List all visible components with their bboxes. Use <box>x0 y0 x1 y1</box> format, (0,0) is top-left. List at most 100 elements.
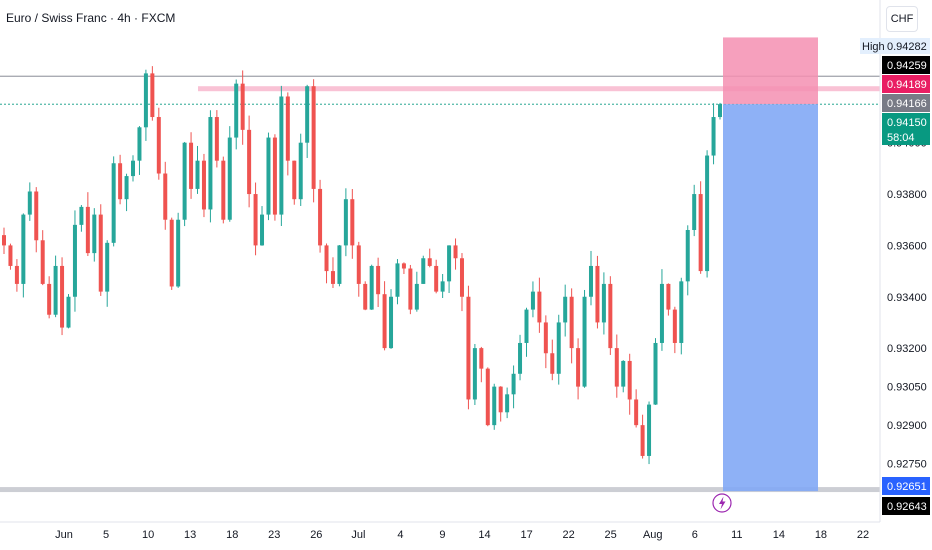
x-tick-label: 26 <box>310 529 322 541</box>
candle-body <box>279 96 284 215</box>
x-tick-label: 10 <box>142 529 154 541</box>
price-axis[interactable]: 0.940000.938000.936000.934000.932000.930… <box>887 138 927 471</box>
candle-body <box>511 373 516 395</box>
candle-body <box>666 283 671 310</box>
candle-body <box>234 83 239 138</box>
candle-body <box>214 117 219 161</box>
candle-body <box>150 73 155 118</box>
candle-body <box>2 235 6 246</box>
x-tick-label: 5 <box>103 529 109 541</box>
currency-button[interactable]: CHF <box>886 6 918 32</box>
candle-body <box>163 173 168 220</box>
high-label: High <box>862 41 885 53</box>
y-tick-label: 0.92900 <box>887 420 927 432</box>
candle-body <box>718 104 722 118</box>
candle-body <box>550 353 555 374</box>
short-position-tool[interactable] <box>723 37 818 492</box>
candle-body <box>363 283 368 310</box>
candle-body <box>595 265 600 323</box>
candle-body <box>350 199 355 246</box>
candle-body <box>156 117 161 174</box>
candle-body <box>601 283 606 323</box>
candle-body <box>376 265 381 295</box>
candle-body <box>189 142 194 189</box>
candle-body <box>40 240 45 284</box>
x-tick-label: 9 <box>439 529 445 541</box>
tag-blue-value: 0.92651 <box>887 481 927 493</box>
candle-body <box>421 258 426 284</box>
candle-body <box>653 342 658 405</box>
candle-body <box>92 214 97 254</box>
countdown-timer: 58:04 <box>887 132 915 144</box>
candle-body <box>105 242 110 292</box>
candle-body <box>472 348 477 400</box>
stop-loss-zone[interactable] <box>723 37 818 105</box>
candle-body <box>143 73 148 128</box>
candle-body <box>285 96 290 161</box>
candle-body <box>705 155 710 272</box>
candle-body <box>556 322 561 374</box>
candle-body <box>227 137 232 220</box>
candle-body <box>685 230 690 282</box>
candle-body <box>524 309 529 343</box>
candle-body <box>124 176 129 200</box>
candle-body <box>492 386 497 426</box>
price-tag-blue: 0.92651 <box>882 477 930 495</box>
candle-body <box>343 199 348 246</box>
candle-body <box>401 263 406 269</box>
candle-body <box>311 86 316 189</box>
candles-group <box>2 66 722 465</box>
x-tick-label: Aug <box>643 529 663 541</box>
candle-body <box>53 265 58 315</box>
candle-body <box>272 137 277 215</box>
lightning-icon[interactable] <box>712 493 732 513</box>
price-tag-gray: 0.94166 <box>882 94 930 112</box>
candle-body <box>240 83 245 130</box>
candle-body <box>47 283 52 315</box>
candle-body <box>72 224 77 297</box>
x-tick-label: 18 <box>815 529 827 541</box>
candle-body <box>414 283 419 310</box>
candle-body <box>537 291 542 323</box>
candle-body <box>459 258 464 297</box>
x-tick-label: 11 <box>731 529 742 541</box>
candle-body <box>266 137 271 215</box>
x-tick-label: 14 <box>478 529 490 541</box>
candle-body <box>588 265 593 297</box>
x-tick-label: 22 <box>563 529 575 541</box>
candle-body <box>195 160 200 189</box>
candle-body <box>98 214 103 292</box>
candle-body <box>208 117 213 210</box>
candle-body <box>221 160 226 220</box>
x-tick-label: 25 <box>605 529 617 541</box>
candle-body <box>621 360 626 387</box>
take-profit-zone[interactable] <box>723 104 818 492</box>
candle-body <box>182 142 187 220</box>
candle-body <box>389 296 394 349</box>
candle-body <box>14 265 19 284</box>
candle-body <box>201 160 206 210</box>
candle-body <box>659 283 664 343</box>
candle-body <box>563 296 568 323</box>
candle-body <box>292 160 297 200</box>
candle-body <box>8 245 13 266</box>
candle-body <box>137 127 142 161</box>
price-tag-red: 0.94189 <box>882 75 930 93</box>
tag-red-value: 0.94189 <box>887 79 927 91</box>
candle-body <box>582 296 587 387</box>
candle-body <box>369 265 374 310</box>
candle-body <box>324 245 329 272</box>
candle-body <box>672 309 677 343</box>
candle-body <box>356 245 361 284</box>
candle-body <box>440 281 445 292</box>
tag-black-bottom-value: 0.92643 <box>887 501 927 513</box>
tag-gray-value: 0.94166 <box>887 98 927 110</box>
candle-body <box>298 142 303 200</box>
x-tick-label: 23 <box>268 529 280 541</box>
candle-body <box>453 245 458 259</box>
candle-body <box>176 219 181 287</box>
candle-body <box>118 163 123 200</box>
x-tick-label: 6 <box>692 529 698 541</box>
time-axis[interactable]: Jun 5 10 13 18 23 26 Jul 4 9 14 17 22 25 Aug 6 11 14 18 22 <box>55 529 869 541</box>
